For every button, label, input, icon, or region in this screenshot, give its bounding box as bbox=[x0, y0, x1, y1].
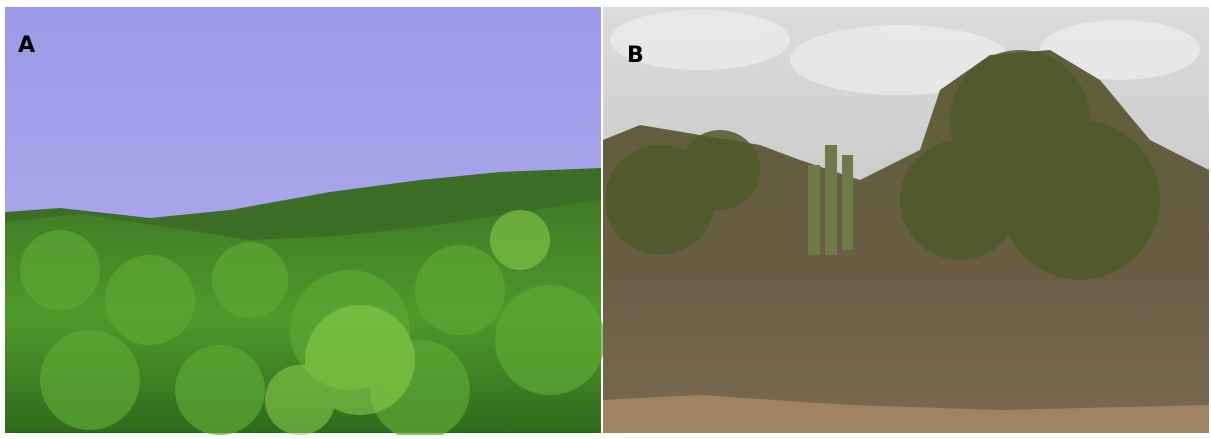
figure: A B bbox=[0, 0, 1211, 435]
panel-label: A bbox=[18, 33, 35, 58]
panel-label: B bbox=[627, 43, 644, 68]
panel-b: B bbox=[603, 7, 1209, 433]
panel-a: A bbox=[5, 7, 605, 435]
